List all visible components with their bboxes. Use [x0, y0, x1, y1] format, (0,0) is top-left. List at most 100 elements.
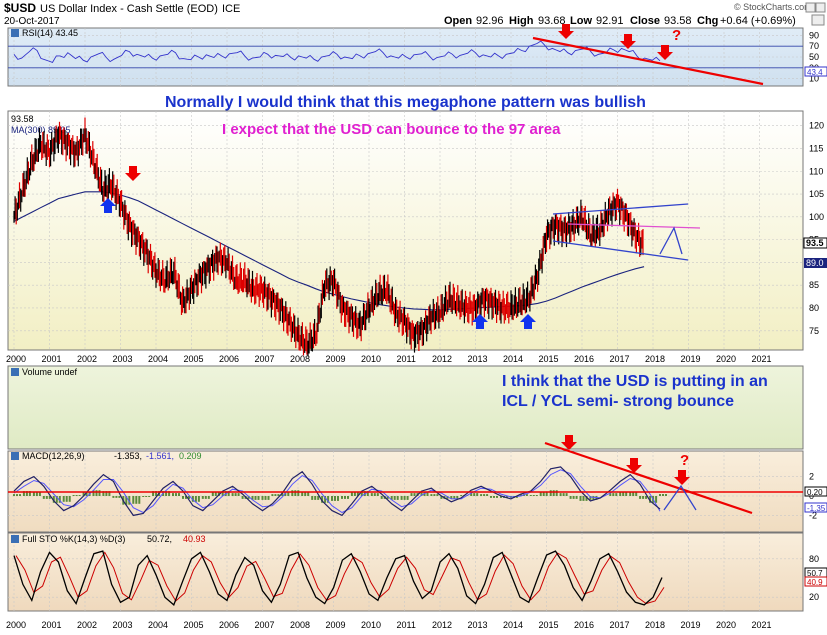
price-tick-label: 105 — [809, 189, 824, 199]
year-label-2021: 2021 — [752, 354, 772, 364]
price-up-arrow-2003 — [100, 198, 116, 213]
macd-signal-value: -1.561, — [146, 451, 174, 461]
annotation-target: I expect that the USD can bounce to the … — [222, 121, 561, 138]
chg-value: +0.64 (+0.69%) — [720, 15, 796, 27]
scroll-left-button[interactable] — [805, 2, 816, 13]
target-line-97 — [567, 223, 701, 229]
year-label-bottom-2000: 2000 — [6, 620, 26, 630]
macd-legend-swatch — [11, 452, 19, 460]
year-label-2018: 2018 — [645, 354, 665, 364]
rsi-down-arrow-1 — [558, 24, 574, 39]
year-label-2020: 2020 — [716, 354, 736, 364]
macd-tick-label: 2 — [809, 472, 814, 482]
year-label-2016: 2016 — [574, 354, 594, 364]
sto-d-value: 40.93 — [183, 534, 206, 544]
rsi-tick-label: 50 — [809, 52, 819, 62]
macd-series — [13, 466, 667, 517]
price-tick-label: 115 — [809, 143, 823, 153]
price-series — [13, 117, 644, 357]
year-label-2008: 2008 — [290, 354, 310, 364]
year-label-bottom-2011: 2011 — [397, 620, 416, 630]
year-axis-bottom: 2000 2001 2002 2003 2004 2005 2006 2007 2008 2009… — [6, 620, 772, 630]
year-label-bottom-2013: 2013 — [468, 620, 488, 630]
price-tick-label: 75 — [809, 326, 819, 336]
rsi-grid: 9070503010 — [8, 28, 819, 86]
rsi-down-arrow-3 — [657, 45, 673, 60]
year-label-2019: 2019 — [681, 354, 701, 364]
volume-title: Volume undef — [22, 367, 78, 377]
sto-last-label-2: 40.9 — [807, 578, 823, 587]
rsi-tick-label: 70 — [809, 41, 819, 51]
rsi-question-mark: ? — [672, 27, 681, 44]
price-tick-label: 120 — [809, 121, 824, 131]
stochastic-panel — [7, 532, 804, 612]
symbol: $USD — [4, 1, 36, 15]
year-label-bottom-2021: 2021 — [752, 620, 772, 630]
rsi-legend-swatch — [11, 29, 19, 37]
price-down-arrow — [125, 166, 141, 181]
low-value: 92.91 — [596, 15, 624, 27]
year-label-bottom-2015: 2015 — [539, 620, 559, 630]
rsi-tick-label: 90 — [809, 30, 819, 40]
macd-histogram-value: 0.209 — [179, 451, 202, 461]
rsi-down-arrow-2 — [620, 34, 636, 49]
macd-projected-path — [663, 484, 697, 511]
high-value: 93.68 — [538, 15, 566, 27]
panel-titles: RSI(14) 43.45 93.58 MA(300) 89.05 Volume… — [11, 28, 206, 544]
last-price-label: 93.5 — [806, 238, 824, 248]
sto-last-label-1: 50.7 — [807, 569, 823, 578]
zoom-button[interactable] — [811, 14, 825, 26]
year-label-bottom-2005: 2005 — [184, 620, 204, 630]
price-tick-label: 100 — [809, 212, 824, 222]
sto-k-line — [13, 550, 663, 607]
year-label-2009: 2009 — [326, 354, 346, 364]
last-ma-box — [804, 258, 827, 268]
close-label: Close — [630, 15, 660, 27]
year-label-2003: 2003 — [113, 354, 133, 364]
year-label-bottom-2012: 2012 — [432, 620, 452, 630]
stochastic-series — [13, 550, 665, 607]
year-label-bottom-2001: 2001 — [42, 620, 62, 630]
macd-title-name: MACD(12,26,9) — [22, 451, 85, 461]
chg-label: Chg — [697, 15, 718, 27]
rsi-trendline — [532, 36, 764, 86]
year-label-2006: 2006 — [219, 354, 239, 364]
year-label-2002: 2002 — [77, 354, 97, 364]
price-tick-label: 110 — [809, 166, 823, 176]
year-label-2010: 2010 — [361, 354, 381, 364]
megaphone-pattern — [552, 203, 701, 261]
macd-question-mark: ? — [680, 452, 689, 469]
rsi-line — [13, 40, 661, 63]
index-name: US Dollar Index - Cash Settle (EOD) — [40, 3, 218, 15]
year-label-bottom-2007: 2007 — [255, 620, 275, 630]
megaphone-upper-line — [552, 203, 689, 215]
year-label-bottom-2016: 2016 — [574, 620, 594, 630]
macd-last-label-2: -1.35 — [807, 504, 826, 513]
year-label-bottom-2019: 2019 — [681, 620, 701, 630]
price-panel — [7, 110, 804, 351]
close-value: 93.58 — [664, 15, 692, 27]
sto-k-value: 50.72, — [147, 534, 172, 544]
year-label-2011: 2011 — [397, 354, 416, 364]
year-axis-price: 2000 2001 2002 2003 2004 2005 2006 2007 2008 2009… — [6, 354, 772, 364]
year-label-2001: 2001 — [42, 354, 62, 364]
volume-panel — [7, 365, 804, 450]
year-label-2015: 2015 — [539, 354, 559, 364]
rsi-tick-label: 10 — [809, 74, 819, 84]
rsi-last-label: 43.4 — [807, 68, 823, 77]
macd-value: -1.353, — [114, 451, 142, 461]
scroll-right-button[interactable] — [815, 2, 826, 13]
year-label-bottom-2010: 2010 — [361, 620, 381, 630]
open-label: Open — [444, 15, 472, 27]
year-label-bottom-2006: 2006 — [219, 620, 239, 630]
year-label-2004: 2004 — [148, 354, 168, 364]
sto-legend-swatch — [11, 535, 19, 543]
ma-legend: MA(300) 89.05 — [11, 125, 71, 135]
year-label-2014: 2014 — [503, 354, 523, 364]
high-label: High — [509, 15, 534, 27]
macd-last-label-1: 0.20 — [807, 488, 823, 497]
year-label-bottom-2004: 2004 — [148, 620, 168, 630]
year-label-bottom-2003: 2003 — [113, 620, 133, 630]
rsi-last-box — [804, 66, 827, 77]
